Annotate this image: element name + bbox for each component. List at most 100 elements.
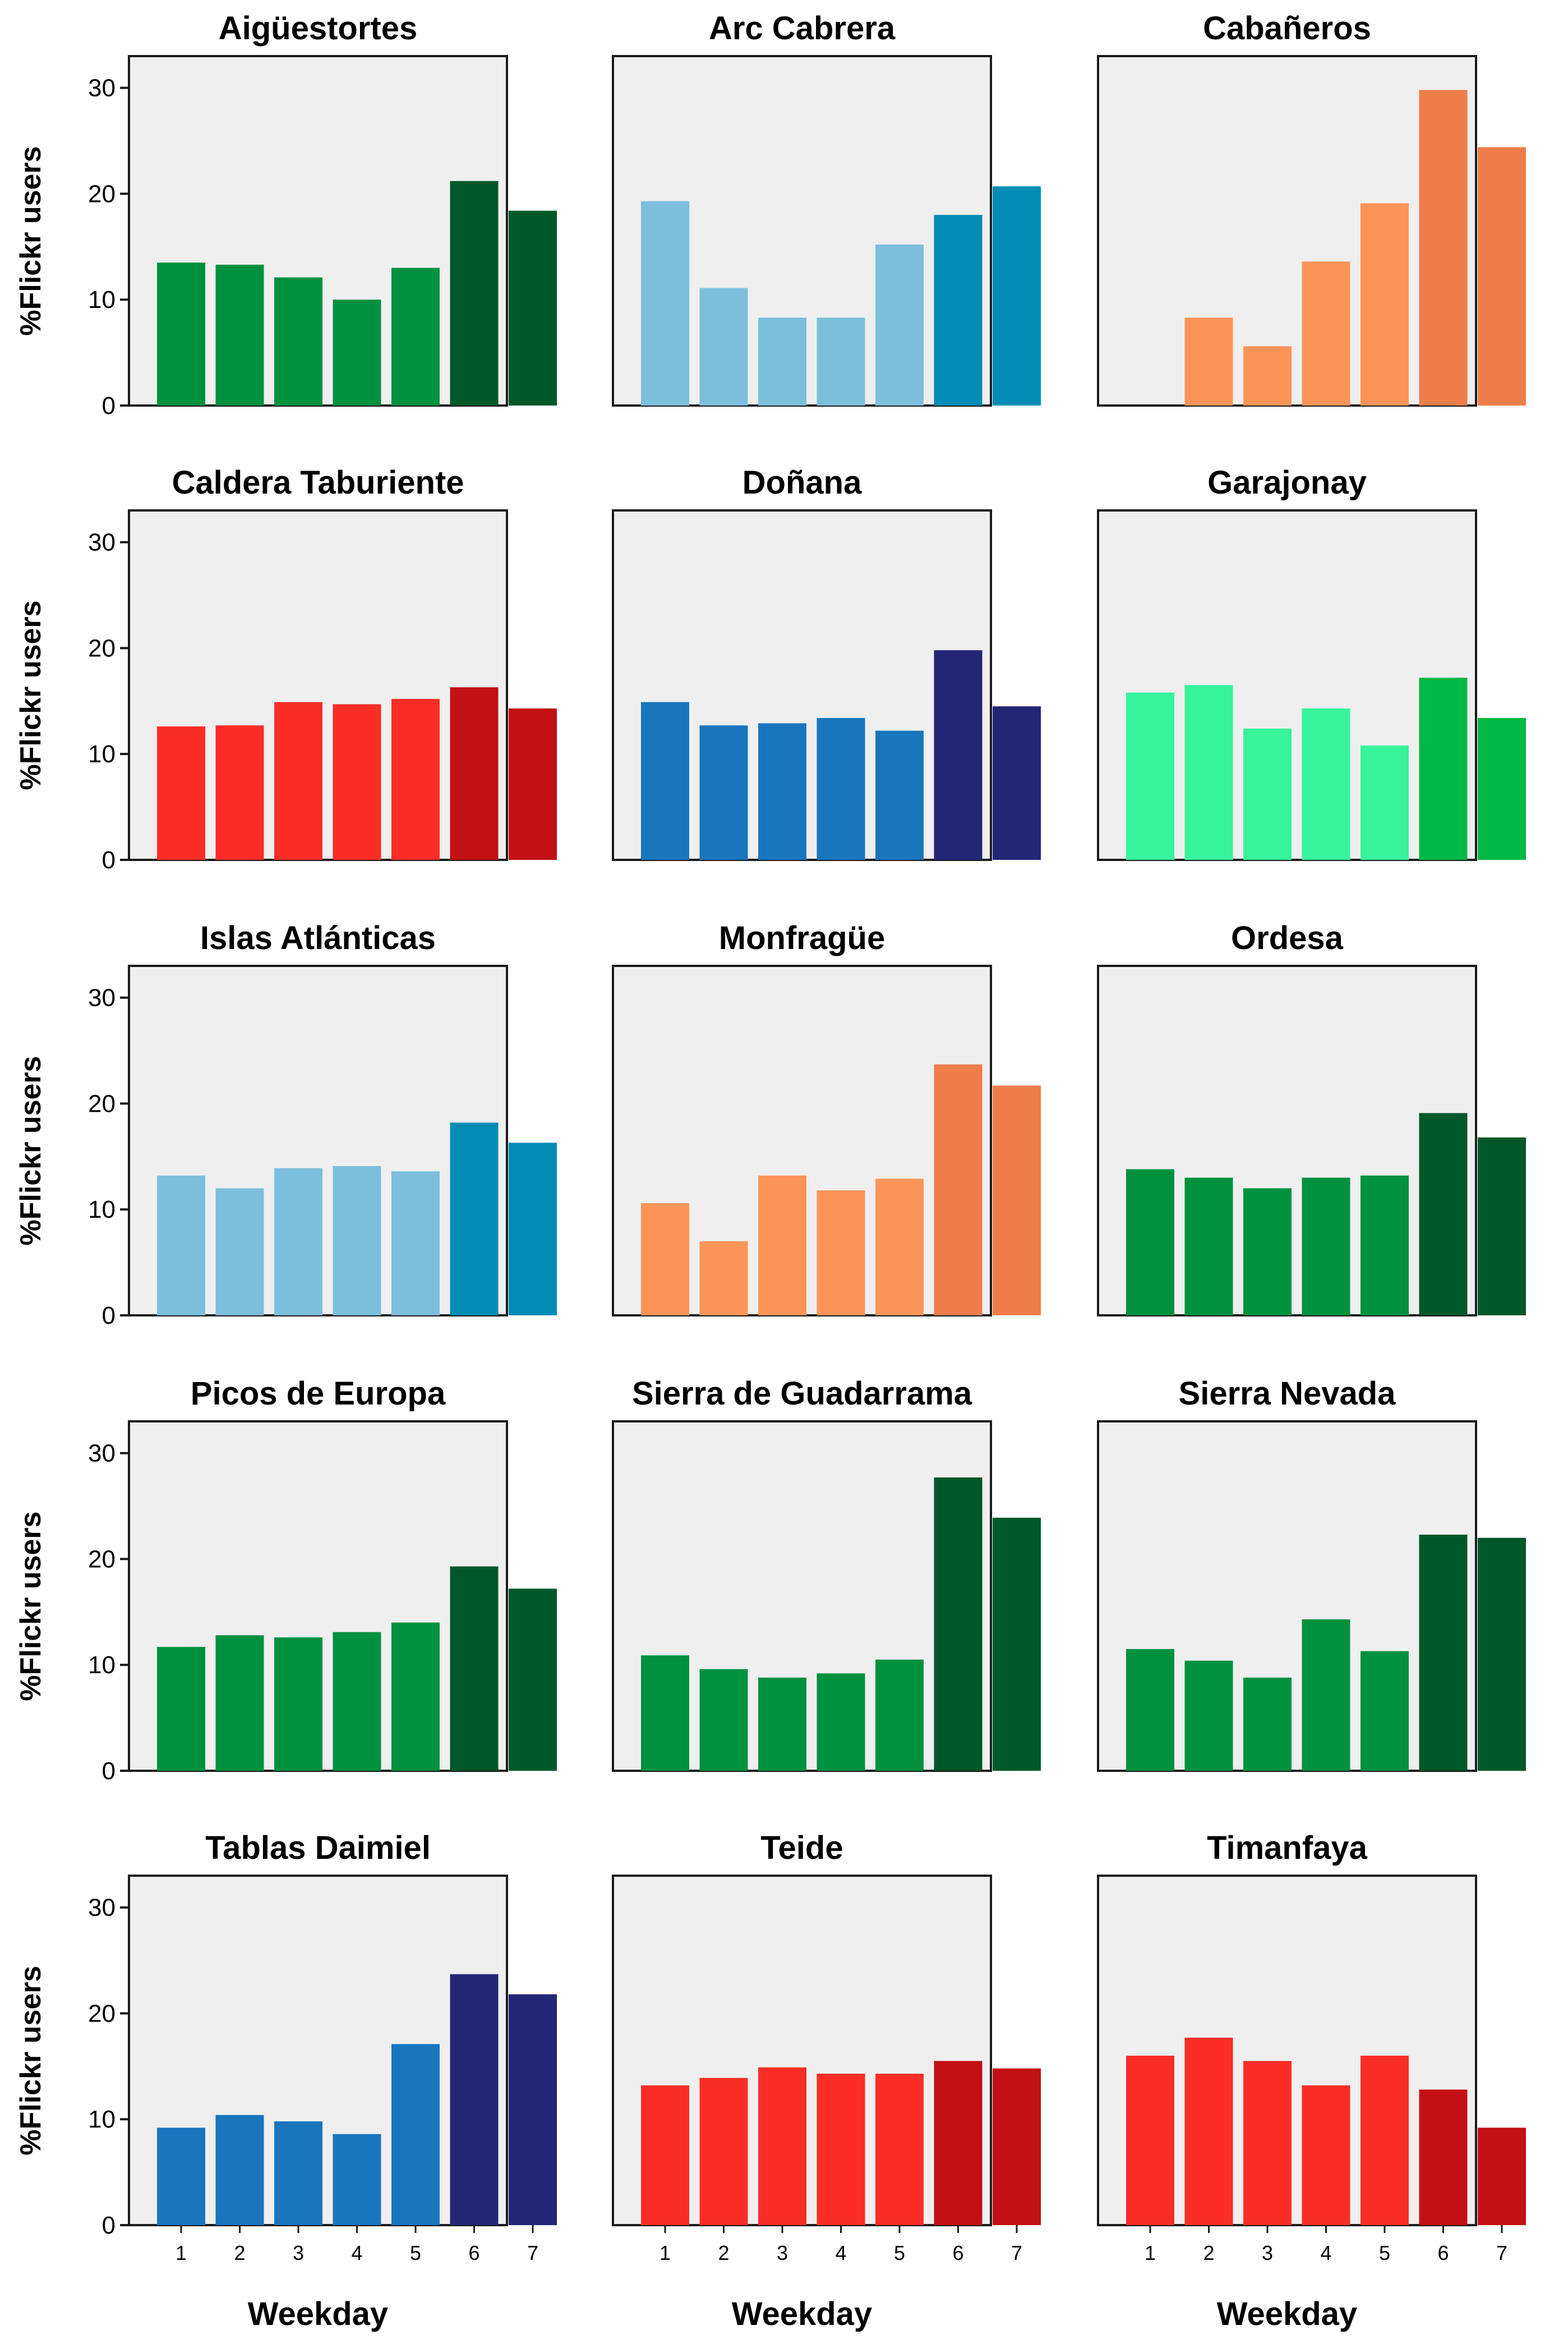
panel-15-bar-1 bbox=[1126, 2055, 1174, 2225]
panel-14-bar-3 bbox=[758, 2067, 806, 2225]
panel-13-xtick-label-1: 1 bbox=[176, 2241, 187, 2264]
panel-9-bar-3 bbox=[1243, 1188, 1292, 1315]
panel-2-bar-2 bbox=[699, 288, 748, 406]
panel-11-bar-2 bbox=[699, 1669, 748, 1771]
panel-13-bar-6 bbox=[450, 1974, 499, 2225]
panel-15-bar-5 bbox=[1361, 2055, 1409, 2225]
panel-8-bar-7 bbox=[993, 1085, 1041, 1315]
panel-14-xtick-label-2: 2 bbox=[718, 2241, 729, 2264]
panel-6-title: Garajonay bbox=[1207, 464, 1367, 501]
panel-9-bar-5 bbox=[1361, 1175, 1409, 1315]
panel-6-bar-1 bbox=[1126, 692, 1174, 860]
panel-13-xtick-label-2: 2 bbox=[234, 2241, 245, 2264]
panel-13-ylabel: %Flickr users bbox=[15, 1965, 47, 2155]
panel-13-ytick-label-0: 0 bbox=[102, 2212, 116, 2239]
panel-1-bar-2 bbox=[215, 264, 264, 406]
panel-11-bar-3 bbox=[758, 1677, 806, 1771]
panel-7-bar-2 bbox=[215, 1188, 264, 1315]
panel-10-title: Picos de Europa bbox=[191, 1375, 446, 1412]
panel-5-bar-5 bbox=[875, 730, 924, 860]
panel-7-bar-7 bbox=[509, 1143, 557, 1315]
panel-4-bar-3 bbox=[274, 702, 322, 860]
panel-7-ytick-label-10: 10 bbox=[88, 1196, 116, 1223]
panel-13-bar-4 bbox=[333, 2134, 381, 2225]
panel-1-ylabel: %Flickr users bbox=[15, 146, 47, 335]
panel-13-xtick-label-6: 6 bbox=[468, 2241, 479, 2264]
panel-7-ytick-label-0: 0 bbox=[102, 1302, 116, 1329]
panel-13-bar-3 bbox=[274, 2121, 322, 2225]
panel-12-bar-3 bbox=[1243, 1677, 1292, 1771]
panel-6-bar-3 bbox=[1243, 728, 1292, 860]
panel-8-bar-6 bbox=[934, 1064, 983, 1315]
panel-14-xlabel: Weekday bbox=[732, 2296, 872, 2332]
panel-13-xtick-label-5: 5 bbox=[410, 2241, 421, 2264]
panel-14-xtick-label-1: 1 bbox=[660, 2241, 671, 2264]
panel-14-xtick-label-5: 5 bbox=[894, 2241, 905, 2264]
panel-2-bar-4 bbox=[817, 317, 865, 406]
panel-7-bar-1 bbox=[157, 1175, 205, 1315]
panel-5-bar-6 bbox=[934, 650, 983, 860]
panel-5-bar-1 bbox=[641, 702, 689, 860]
panel-2-bar-5 bbox=[875, 245, 924, 406]
panel-1-bar-6 bbox=[450, 181, 499, 406]
panel-13-ytick-label-10: 10 bbox=[88, 2106, 116, 2133]
panel-11-bar-1 bbox=[641, 1655, 689, 1771]
panel-15-xtick-label-2: 2 bbox=[1203, 2241, 1214, 2264]
panel-7-title: Islas Atlánticas bbox=[200, 920, 436, 956]
panel-3-bar-2 bbox=[1184, 317, 1233, 406]
panel-10-bar-5 bbox=[391, 1622, 440, 1771]
panel-2-bar-1 bbox=[641, 201, 689, 406]
panel-3-bar-7 bbox=[1478, 147, 1526, 406]
panel-6-bar-7 bbox=[1478, 718, 1526, 860]
panel-3-bar-5 bbox=[1361, 203, 1409, 406]
panel-7-bar-4 bbox=[333, 1166, 381, 1315]
panel-14-bar-7 bbox=[993, 2068, 1041, 2225]
panel-3-bar-3 bbox=[1243, 346, 1292, 406]
panel-9-title: Ordesa bbox=[1231, 920, 1344, 956]
panel-13-bar-7 bbox=[509, 1994, 557, 2225]
panel-7-bar-3 bbox=[274, 1168, 322, 1315]
panel-14-bar-4 bbox=[817, 2074, 865, 2225]
panel-4-bar-2 bbox=[215, 725, 264, 860]
panel-13-bar-1 bbox=[157, 2128, 205, 2225]
panel-10-ytick-label-30: 30 bbox=[88, 1440, 116, 1467]
panel-6-bar-2 bbox=[1184, 685, 1233, 860]
panel-15-xtick-label-6: 6 bbox=[1437, 2241, 1449, 2264]
panel-9-bar-2 bbox=[1184, 1177, 1233, 1315]
panel-15-xtick-label-1: 1 bbox=[1145, 2241, 1156, 2264]
panel-11-bar-5 bbox=[875, 1659, 924, 1771]
panel-4-ylabel: %Flickr users bbox=[15, 600, 47, 790]
panel-3-bar-6 bbox=[1419, 90, 1468, 406]
panel-6-bar-4 bbox=[1302, 708, 1350, 860]
panel-4-bar-5 bbox=[391, 699, 440, 860]
panel-15-xtick-label-5: 5 bbox=[1379, 2241, 1390, 2264]
panel-4-bar-7 bbox=[509, 708, 557, 860]
panel-11-bar-6 bbox=[934, 1477, 983, 1771]
panel-15-xtick-label-4: 4 bbox=[1320, 2241, 1331, 2264]
panel-15-xtick-label-3: 3 bbox=[1262, 2241, 1273, 2264]
panel-13-xlabel: Weekday bbox=[248, 2296, 388, 2332]
panel-8-bar-3 bbox=[758, 1175, 806, 1315]
panel-9-bar-7 bbox=[1478, 1137, 1526, 1315]
panel-13-xtick-label-3: 3 bbox=[293, 2241, 304, 2264]
panel-12-bar-4 bbox=[1302, 1619, 1350, 1771]
panel-6-bar-5 bbox=[1361, 745, 1409, 860]
panel-1-ytick-label-0: 0 bbox=[102, 392, 116, 420]
panel-10-bar-4 bbox=[333, 1632, 381, 1771]
panel-15-bar-6 bbox=[1419, 2089, 1468, 2225]
panel-3-bar-4 bbox=[1302, 261, 1350, 406]
panel-8-bar-1 bbox=[641, 1203, 689, 1315]
panel-1-bar-1 bbox=[157, 263, 205, 406]
panel-5-bar-3 bbox=[758, 723, 806, 860]
panel-4-ytick-label-0: 0 bbox=[102, 846, 116, 874]
panel-13-title: Tablas Daimiel bbox=[205, 1830, 431, 1866]
panel-14-title: Teide bbox=[760, 1830, 843, 1866]
panel-4-ytick-label-20: 20 bbox=[88, 634, 116, 662]
panel-2-bar-7 bbox=[993, 186, 1041, 406]
panel-9-bar-4 bbox=[1302, 1177, 1350, 1315]
panel-12-title: Sierra Nevada bbox=[1179, 1375, 1396, 1412]
panel-10-bar-7 bbox=[509, 1589, 557, 1771]
panel-8-bar-2 bbox=[699, 1241, 748, 1315]
panel-4-bar-6 bbox=[450, 687, 499, 860]
